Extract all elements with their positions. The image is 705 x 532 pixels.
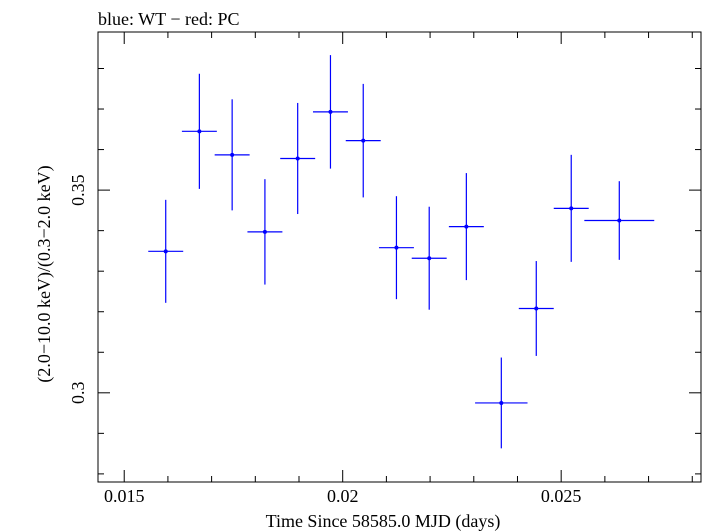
data-point — [378, 196, 414, 300]
data-marker — [361, 138, 366, 143]
data-point — [448, 173, 484, 281]
data-marker — [230, 152, 235, 157]
y-tick-label: 0.3 — [68, 382, 88, 405]
plot-frame — [97, 31, 702, 483]
x-tick-label: 0.015 — [104, 486, 145, 506]
data-point — [247, 179, 283, 285]
y-axis-label: (2.0−10.0 keV)/(0.3−2.0 keV) — [34, 165, 55, 382]
data-point — [518, 261, 554, 356]
data-point — [214, 99, 250, 211]
data-point — [553, 154, 589, 262]
data-point — [584, 181, 655, 260]
x-tick-label: 0.025 — [541, 486, 582, 506]
data-marker — [163, 249, 168, 254]
data-marker — [328, 109, 333, 114]
data-point — [475, 357, 528, 449]
data-marker — [394, 245, 399, 250]
data-points — [148, 55, 655, 449]
data-marker — [295, 156, 300, 161]
data-marker — [464, 224, 469, 229]
data-point — [345, 83, 381, 198]
x-axis-label: Time Since 58585.0 MJD (days) — [266, 511, 501, 532]
data-marker — [262, 229, 267, 234]
data-point — [280, 102, 316, 215]
data-marker — [534, 306, 539, 311]
data-point — [312, 55, 348, 169]
data-marker — [617, 218, 622, 223]
data-point — [411, 206, 447, 310]
data-marker — [427, 256, 432, 261]
data-point — [148, 199, 184, 303]
x-tick-label: 0.02 — [327, 486, 359, 506]
chart-title: blue: WT − red: PC — [98, 9, 239, 29]
axis-ticks — [98, 32, 701, 482]
data-point — [181, 73, 217, 189]
axis-tick-labels: 0.015 0.02 0.025 0.3 0.35 — [68, 174, 581, 506]
data-marker — [499, 400, 504, 405]
data-marker — [569, 206, 574, 211]
data-marker — [197, 129, 202, 134]
y-tick-label: 0.35 — [68, 174, 88, 206]
